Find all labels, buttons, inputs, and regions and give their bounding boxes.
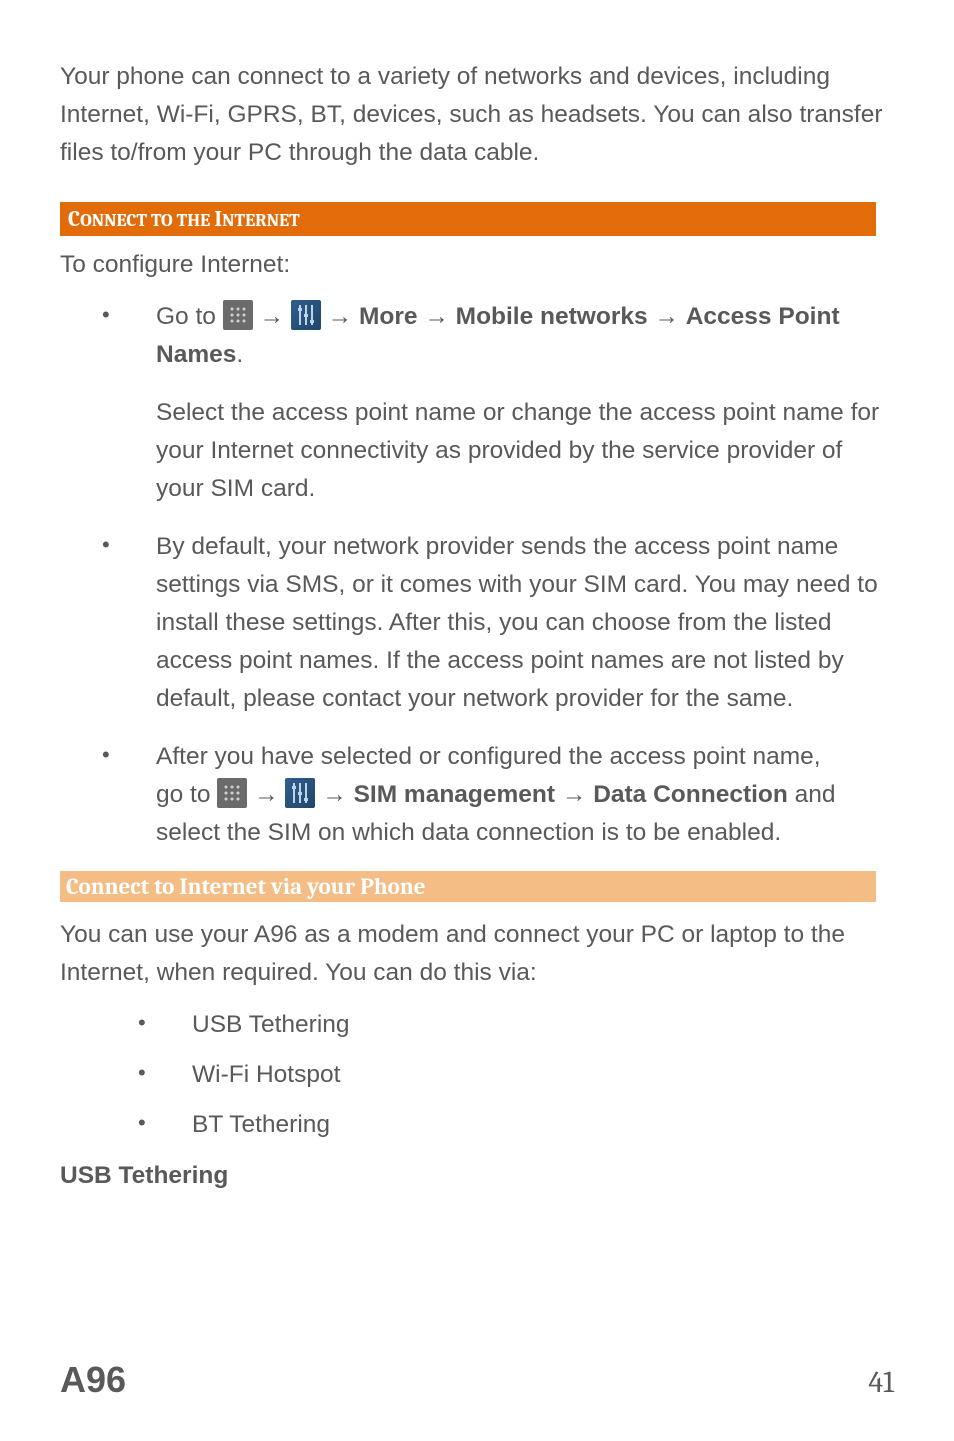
option-bt-tethering: BT Tethering [60,1106,894,1144]
intro-paragraph: Your phone can connect to a variety of n… [60,58,894,172]
option-wifi-hotspot: Wi-Fi Hotspot [60,1056,894,1094]
settings-icon [291,300,321,330]
step-sim-data: After you have selected or configured th… [60,738,894,852]
page-footer: A96 41 [60,1359,894,1401]
configure-steps-list-cont: By default, your network provider sends … [60,528,894,852]
subsection-heading-connect-via-phone: Connect to Internet via your Phone [60,871,876,902]
modem-paragraph: You can use your A96 as a modem and conn… [60,916,894,992]
option-usb-tethering: USB Tethering [60,1006,894,1044]
apps-icon [217,778,247,808]
configure-internet-lead: To configure Internet: [60,246,894,284]
apn-select-paragraph: Select the access point name or change t… [60,394,894,508]
section-heading-connect-internet: CONNECT TO THE INTERNET [60,202,876,236]
footer-model: A96 [60,1359,126,1401]
apps-icon [223,300,253,330]
settings-icon [285,778,315,808]
usb-tethering-heading: USB Tethering [60,1162,894,1190]
configure-steps-list: Go to → → More → Mobile networks → Acces… [60,298,894,374]
step-default-apn: By default, your network provider sends … [60,528,894,718]
footer-page-number: 41 [868,1365,894,1400]
page: Your phone can connect to a variety of n… [0,0,954,1441]
tethering-options-list: USB Tethering Wi-Fi Hotspot BT Tethering [60,1006,894,1144]
step-goto-apn: Go to → → More → Mobile networks → Acces… [60,298,894,374]
